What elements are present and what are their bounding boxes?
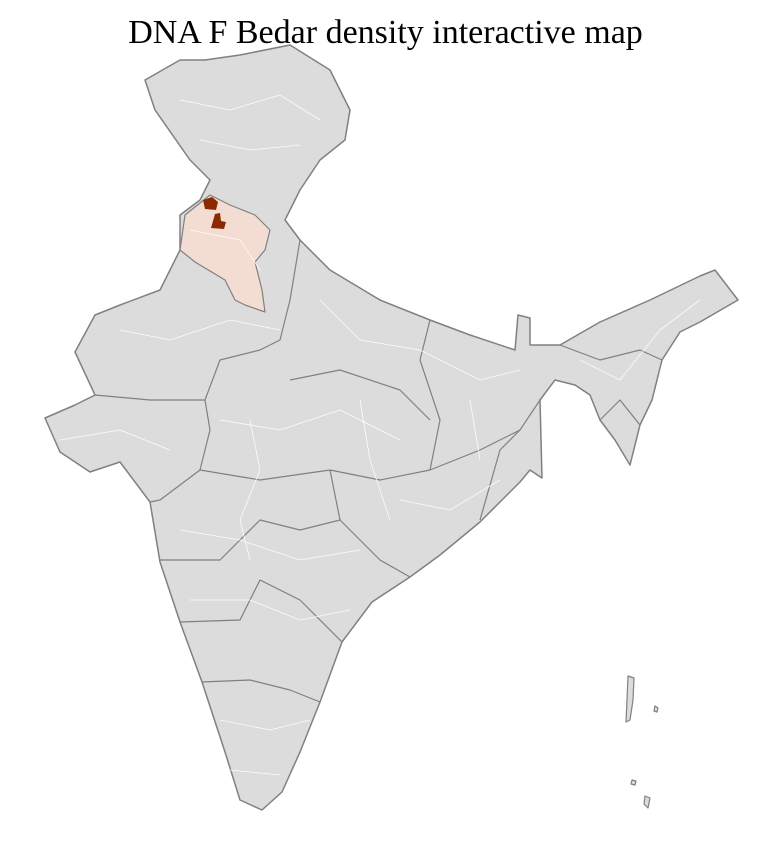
district-borders xyxy=(59,94,701,776)
high-density-district[interactable] xyxy=(203,197,218,210)
state-borders xyxy=(94,219,663,703)
andaman-nicobar-islands xyxy=(625,675,659,809)
high-density-district[interactable] xyxy=(211,213,226,229)
low-density-region[interactable] xyxy=(179,194,271,313)
india-outline[interactable] xyxy=(44,44,739,811)
map-title: DNA F Bedar density interactive map xyxy=(128,14,643,51)
